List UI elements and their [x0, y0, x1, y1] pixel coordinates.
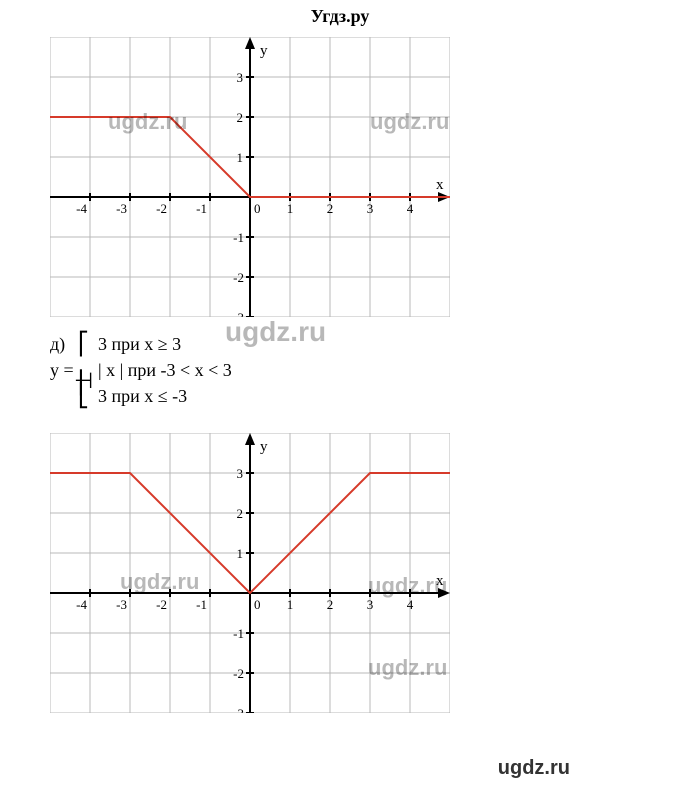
- formula-label: д): [50, 334, 78, 355]
- x-tick-label: -3: [116, 201, 127, 216]
- x-tick-label: -1: [196, 201, 207, 216]
- x-tick-label: -2: [156, 597, 167, 612]
- chart-svg: -4 -3 -2 -1 0 1 2 3 4 1 2 3 -1 -2 -3 y x: [50, 433, 450, 713]
- y-tick-label: -2: [233, 666, 244, 681]
- x-axis-label: x: [436, 573, 444, 589]
- x-tick-label: -3: [116, 597, 127, 612]
- x-tick-label: 2: [327, 597, 334, 612]
- page-footer: ugdz.ru: [498, 757, 570, 780]
- y-axis-label: y: [260, 43, 268, 59]
- x-tick-label: 0: [254, 597, 261, 612]
- y-tick-label: 1: [237, 546, 244, 561]
- brand-text: Угдз.ру: [311, 6, 370, 26]
- x-tick-label: 2: [327, 201, 334, 216]
- formula-piecewise: д) ⎡ 3 при x ≥ 3 y = ⊣⎢ | x | при -3 < x…: [50, 331, 680, 409]
- x-tick-label: 3: [367, 201, 374, 216]
- page-header: Угдз.ру: [0, 0, 680, 29]
- y-axis-label: y: [260, 439, 268, 455]
- y-tick-label: -3: [233, 310, 244, 317]
- y-tick-label: -2: [233, 270, 244, 285]
- chart-1: -4-3-2-101234123-1-2-3yxugdz.ruugdz.ru: [50, 37, 450, 317]
- y-tick-label: 2: [237, 506, 244, 521]
- y-tick-label: 1: [237, 150, 244, 165]
- brace-top: ⎡: [78, 331, 98, 357]
- chart-svg: -4 -3 -2 -1 0 1 2 3 4 1 2 3 -1 -2 -3 y x: [50, 37, 450, 317]
- formula-piece-2: | x | при -3 < x < 3: [98, 360, 232, 381]
- x-tick-label: -4: [76, 201, 87, 216]
- footer-brand: ugdz.ru: [498, 757, 570, 779]
- x-tick-label: 4: [407, 201, 414, 216]
- x-tick-label: 3: [367, 597, 374, 612]
- y-tick-label: 2: [237, 110, 244, 125]
- y-tick-label: 3: [237, 70, 244, 85]
- formula-piece-1: 3 при x ≥ 3: [98, 334, 181, 355]
- x-tick-label: -1: [196, 597, 207, 612]
- chart-2: -4-3-2-101234123-1-2-3yxugdz.ruugdz.ruug…: [50, 433, 450, 713]
- x-tick-label: 0: [254, 201, 261, 216]
- x-tick-label: 1: [287, 201, 294, 216]
- x-tick-label: -4: [76, 597, 87, 612]
- y-tick-label: -1: [233, 230, 244, 245]
- x-tick-label: 4: [407, 597, 414, 612]
- x-axis-label: x: [436, 177, 444, 193]
- x-tick-label: 1: [287, 597, 294, 612]
- y-tick-label: -1: [233, 626, 244, 641]
- formula-piece-3: 3 при x ≤ -3: [98, 386, 187, 407]
- x-tick-label: -2: [156, 201, 167, 216]
- y-tick-label: -3: [233, 706, 244, 713]
- y-tick-label: 3: [237, 466, 244, 481]
